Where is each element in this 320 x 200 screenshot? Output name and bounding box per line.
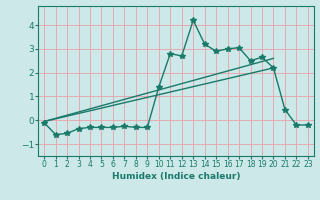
X-axis label: Humidex (Indice chaleur): Humidex (Indice chaleur) — [112, 172, 240, 181]
